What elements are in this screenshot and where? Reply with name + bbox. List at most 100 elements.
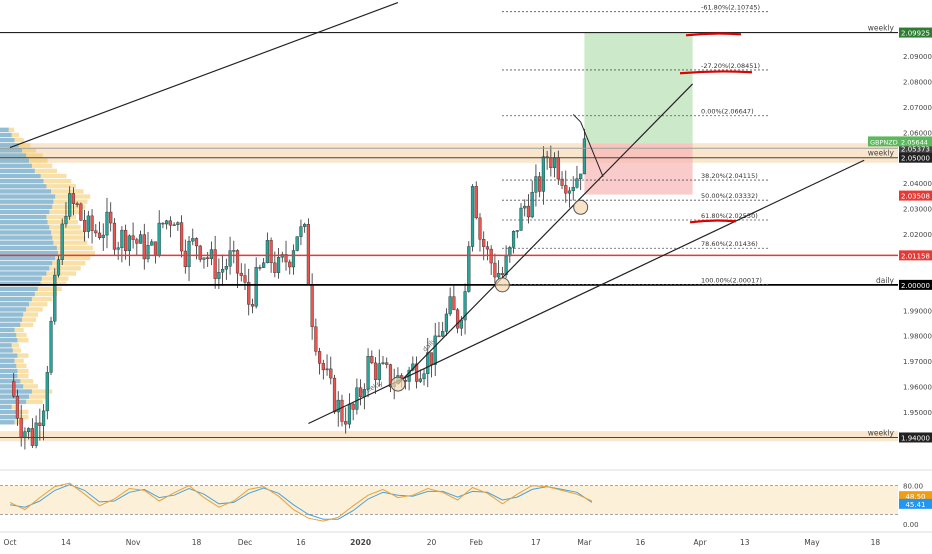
price-tick-label: 1.98000 (903, 333, 932, 341)
volume-profile-bar-alt (0, 291, 35, 297)
candle (355, 387, 359, 410)
trendline (397, 83, 694, 385)
candle (564, 185, 568, 194)
candle (94, 230, 98, 234)
price-tick-label: 2.08000 (903, 78, 932, 86)
candle (422, 373, 426, 380)
price-tag-label: 1.94000 (901, 434, 930, 442)
candle (247, 282, 251, 305)
marker-stroke (685, 32, 742, 37)
candle (381, 362, 385, 364)
fib-label: -27.20%(2.08451) (701, 62, 760, 70)
volume-profile-bar-alt (0, 379, 21, 384)
candle (79, 203, 83, 221)
volume-profile-bar-alt (0, 163, 32, 168)
candle (49, 320, 53, 373)
candle (101, 234, 105, 238)
candle (191, 238, 195, 242)
volume-profile-bar-alt (0, 302, 29, 307)
volume-profile-bar-alt (0, 409, 18, 415)
candle (560, 178, 564, 186)
volume-profile-bar-alt (0, 322, 21, 327)
candle (303, 224, 307, 227)
price-tick-label: 1.96000 (903, 384, 932, 392)
candle (150, 241, 154, 246)
candle (71, 193, 76, 204)
candle (131, 235, 135, 240)
time-tick-label: Dec (238, 538, 253, 547)
volume-profile-bar-alt (0, 240, 54, 245)
fib-label: -61.80%(2.10745) (701, 4, 760, 12)
candle (444, 313, 449, 332)
candle (321, 363, 325, 371)
volume-profile-bar-alt (0, 420, 15, 425)
candle (276, 256, 281, 273)
stoch-k-tag-label: 48.50 (905, 493, 925, 501)
candle (325, 368, 329, 371)
candle (142, 234, 146, 260)
candle (526, 205, 531, 218)
candle (12, 381, 16, 397)
volume-profile-bar-alt (0, 143, 19, 148)
volume-profile-bar-alt (0, 230, 52, 235)
fib-label: 61.80%(2.02550) (701, 212, 758, 220)
time-tick-label: Apr (694, 538, 708, 547)
stoch-tick-label: 0.00 (903, 521, 919, 529)
candle (224, 266, 228, 270)
candle (448, 296, 452, 315)
stoch-k-tag (899, 491, 932, 502)
candle (56, 259, 61, 276)
time-tick-label: 2020 (350, 538, 371, 547)
candle (456, 309, 460, 329)
price-tick-label: 1.99000 (903, 307, 932, 315)
fib-label: 50.00%(2.03332) (701, 192, 758, 200)
candle (273, 262, 277, 273)
candle (250, 304, 255, 307)
candle (377, 363, 381, 380)
volume-profile-bar-alt (0, 127, 9, 133)
price-tick-label: 2.04000 (903, 180, 932, 188)
candle (258, 267, 262, 269)
candle (228, 250, 232, 267)
candle (500, 273, 504, 276)
candle (209, 249, 214, 259)
candle (329, 368, 333, 379)
volume-profile-bar-alt (0, 353, 18, 358)
candle (370, 356, 374, 364)
candle (497, 273, 501, 278)
volume-profile-bar-alt (0, 250, 58, 256)
candle (53, 274, 57, 322)
stoch-band (0, 485, 898, 515)
candle (452, 296, 456, 311)
symbol-tag-price: 2.05644 (901, 138, 928, 146)
candle (27, 428, 31, 432)
candle (306, 224, 310, 285)
candle (116, 247, 120, 250)
volume-profile-bar-alt (0, 189, 52, 194)
volume-profile-bar-alt (0, 255, 56, 261)
candle (60, 223, 64, 260)
candle (582, 138, 587, 175)
candle (172, 224, 176, 226)
volume-profile-bar-alt (0, 394, 29, 399)
candle (552, 157, 557, 168)
symbol-tag-name: GBPNZD (870, 138, 898, 146)
candle (64, 216, 68, 225)
candle (291, 250, 296, 268)
candle (515, 230, 519, 232)
candle (299, 226, 303, 237)
candle (429, 352, 434, 365)
volume-profile-bar-alt (0, 399, 27, 404)
volume-profile-bar-alt (0, 261, 53, 266)
candle (347, 403, 352, 425)
candle (523, 205, 527, 209)
candle (194, 238, 199, 247)
candle (433, 335, 437, 365)
candle (418, 378, 422, 382)
candle (284, 254, 288, 263)
candle (340, 399, 344, 422)
candle (15, 396, 20, 419)
candle (23, 431, 27, 438)
